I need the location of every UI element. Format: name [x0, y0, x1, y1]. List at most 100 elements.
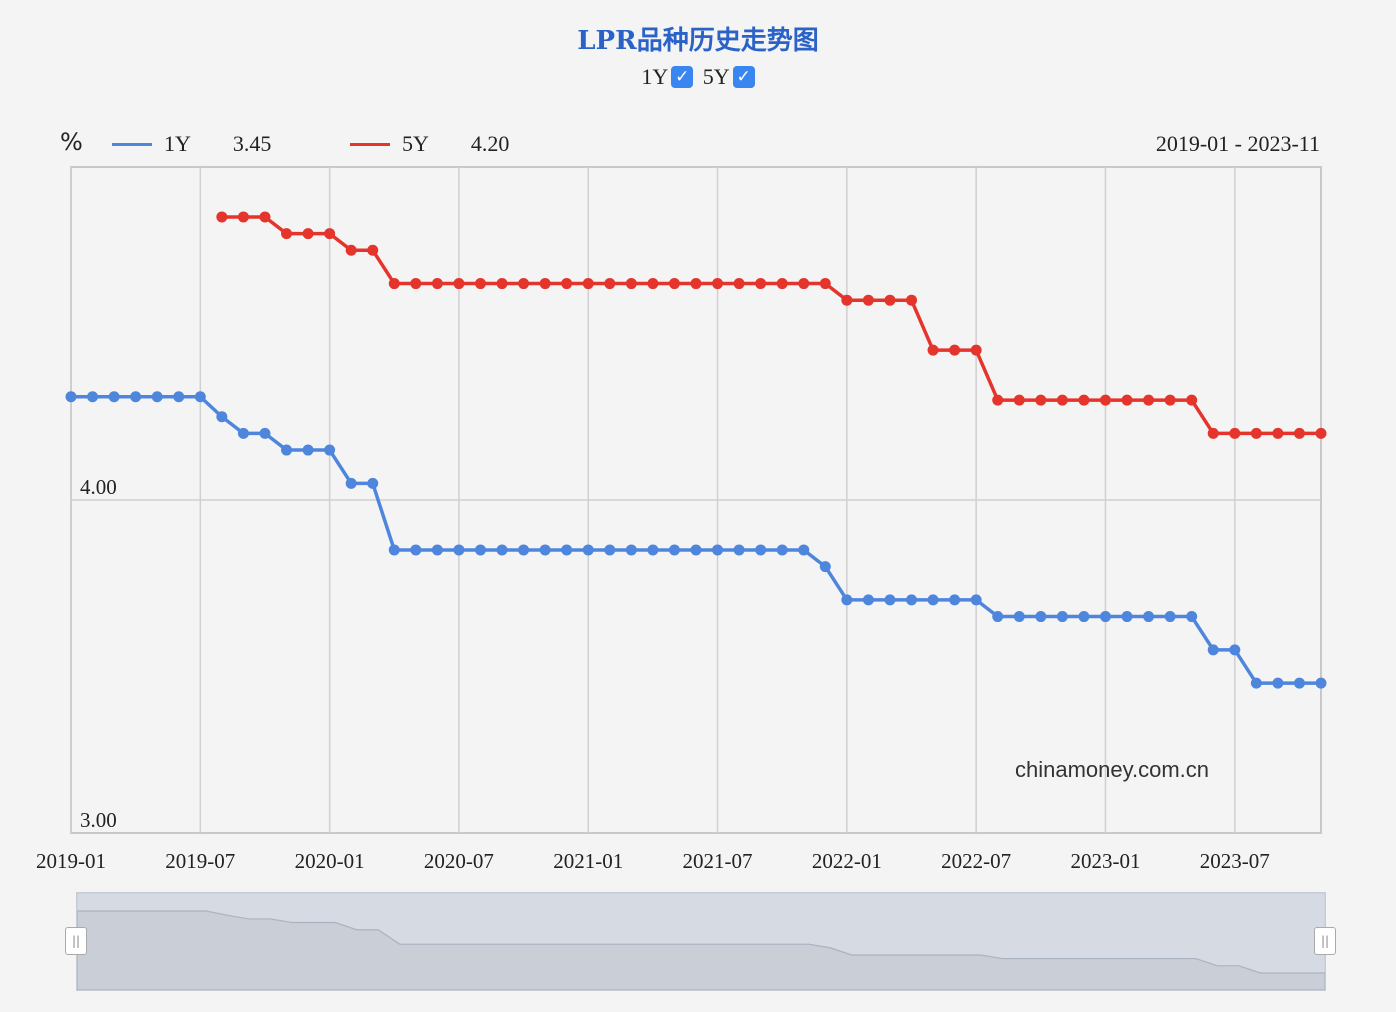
data-point-5y [1229, 427, 1241, 439]
data-point-1y [1207, 644, 1219, 656]
navigator-series [76, 892, 1326, 991]
x-tick-label: 2022-07 [941, 849, 1011, 873]
data-point-5y [906, 294, 918, 306]
data-point-5y [1207, 427, 1219, 439]
data-point-1y [1164, 611, 1176, 623]
checkbox-1y-icon[interactable]: ✓ [671, 66, 694, 88]
data-point-5y [345, 244, 357, 256]
data-point-5y [862, 294, 874, 306]
data-point-5y [798, 278, 810, 290]
data-point-5y [884, 294, 896, 306]
data-point-5y [216, 211, 228, 223]
chart-title: LPR品种历史走势图 [577, 26, 819, 56]
toggle-1y[interactable]: 1Y ✓ [641, 64, 694, 90]
date-range-label: 2019-01 - 2023-11 [1155, 131, 1320, 156]
data-point-5y [1099, 394, 1111, 406]
data-point-1y [151, 391, 163, 403]
data-point-5y [712, 278, 724, 290]
legend-5y-swatch [350, 142, 390, 146]
data-point-5y [582, 278, 594, 290]
data-point-1y [173, 391, 185, 403]
data-point-5y [755, 278, 767, 290]
data-point-1y [431, 544, 443, 556]
data-point-1y [108, 391, 120, 403]
data-point-1y [927, 594, 939, 606]
data-point-1y [410, 544, 422, 556]
toggle-1y-label: 1Y [641, 64, 669, 89]
y-tick-label: 4.00 [80, 475, 117, 499]
data-point-5y [1035, 394, 1047, 406]
data-point-1y [668, 544, 680, 556]
x-tick-label: 2019-01 [36, 849, 106, 873]
data-point-1y [281, 444, 293, 456]
data-point-5y [1013, 394, 1025, 406]
data-point-5y [431, 278, 443, 290]
data-point-1y [1121, 611, 1133, 623]
data-point-1y [453, 544, 465, 556]
data-point-5y [647, 278, 659, 290]
series-line-5y [221, 215, 1321, 436]
y-axis-labels: 4.00 3.00 [80, 475, 117, 832]
legend-1y-swatch [112, 142, 152, 146]
range-navigator[interactable] [76, 892, 1326, 991]
data-point-1y [970, 594, 982, 606]
chart-grid [70, 166, 1322, 834]
data-point-5y [1293, 427, 1305, 439]
data-point-1y [582, 544, 594, 556]
data-point-1y [561, 544, 573, 556]
data-point-1y [216, 411, 228, 423]
data-point-1y [776, 544, 788, 556]
data-point-1y [733, 544, 745, 556]
checkbox-5y-icon[interactable]: ✓ [732, 66, 755, 88]
data-point-1y [862, 594, 874, 606]
navigator-left-handle[interactable]: || [65, 927, 87, 955]
data-point-1y [712, 544, 724, 556]
data-point-1y [1315, 677, 1327, 689]
navigator-right-handle[interactable]: || [1314, 927, 1336, 955]
data-point-5y [668, 278, 680, 290]
toggle-5y-label: 5Y [702, 64, 730, 89]
x-tick-label: 2023-01 [1070, 849, 1140, 873]
data-point-1y [302, 444, 314, 456]
x-tick-label: 2021-07 [683, 849, 753, 873]
x-tick-label: 2020-07 [424, 849, 494, 873]
data-point-5y [625, 278, 637, 290]
y-unit-label: % [60, 128, 83, 156]
data-point-1y [130, 391, 142, 403]
data-point-1y [496, 544, 508, 556]
data-point-5y [1078, 394, 1090, 406]
legend-1y-value: 3.45 [232, 131, 272, 156]
data-point-5y [1315, 427, 1327, 439]
toggle-5y[interactable]: 5Y ✓ [703, 64, 755, 90]
x-tick-label: 2020-01 [295, 849, 365, 873]
data-point-5y [237, 211, 249, 223]
data-point-1y [604, 544, 616, 556]
data-point-1y [949, 594, 961, 606]
data-point-1y [345, 477, 357, 489]
data-point-1y [259, 427, 271, 439]
legend-1y-name: 1Y [164, 131, 191, 156]
data-point-5y [474, 278, 486, 290]
data-point-5y [1121, 394, 1133, 406]
data-point-5y [453, 278, 465, 290]
data-point-1y [1099, 611, 1111, 623]
data-point-1y [1143, 611, 1155, 623]
data-point-5y [1143, 394, 1155, 406]
y-tick-label: 3.00 [80, 808, 117, 832]
data-point-5y [949, 344, 961, 356]
data-point-1y [755, 544, 767, 556]
chart-series [65, 211, 1327, 689]
legend-5y-name: 5Y [402, 131, 429, 156]
data-point-5y [927, 344, 939, 356]
data-point-1y [324, 444, 336, 456]
data-point-1y [539, 544, 551, 556]
data-point-5y [1056, 394, 1068, 406]
data-point-5y [410, 278, 422, 290]
x-axis-labels: 2019-01 2019-07 2020-01 2020-07 2021-01 2021-… [36, 849, 1270, 873]
data-point-1y [1186, 611, 1198, 623]
data-point-1y [1013, 611, 1025, 623]
data-point-1y [1293, 677, 1305, 689]
data-point-1y [1272, 677, 1284, 689]
watermark: chinamoney.com.cn [1015, 757, 1210, 782]
